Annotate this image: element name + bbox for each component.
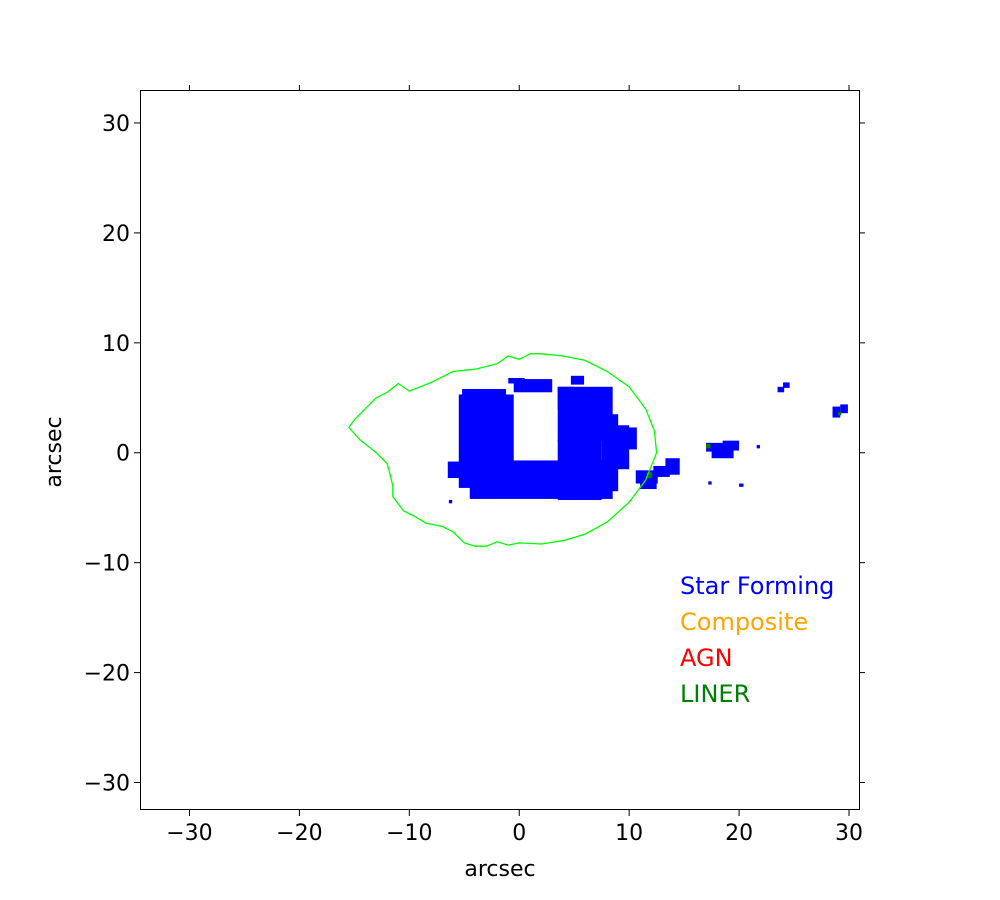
region-pixel-block: [783, 382, 790, 388]
region-pixel-block: [722, 440, 740, 451]
region-pixel-block: [838, 412, 842, 416]
x-tick-label: −10: [386, 821, 432, 846]
x-tick-label: −30: [166, 821, 212, 846]
y-tick-label: 30: [102, 112, 130, 137]
region-pixel-block: [756, 445, 760, 449]
axes-frame: [140, 90, 860, 810]
region-pixel-block: [448, 500, 453, 504]
region-pixel-block: [557, 386, 575, 409]
axis-ticks: −30 −20 −10 0 10 20 30 −30 −20 −10 0 10 20 30: [84, 85, 865, 846]
legend-entry: LINER: [680, 680, 750, 708]
x-tick-label: 10: [615, 821, 643, 846]
region-pixel-block: [840, 404, 848, 414]
y-tick-label: −30: [84, 772, 130, 797]
legend-entry: Star Forming: [680, 572, 834, 600]
region-pixel-block: [447, 461, 461, 479]
plot-area: [348, 353, 848, 547]
y-tick-label: −20: [84, 662, 130, 687]
legend-entry: AGN: [680, 644, 733, 672]
region-pixel-block: [570, 375, 585, 385]
region-pixel-block: [646, 472, 653, 479]
region-pixel-block: [462, 388, 507, 400]
region-pixel-block: [640, 480, 657, 490]
x-tick-label: 20: [725, 821, 753, 846]
region-pixel-block: [706, 443, 711, 449]
region-pixel-block: [653, 465, 670, 477]
y-axis-title: arcsec: [42, 416, 67, 487]
y-tick-label: 10: [102, 332, 130, 357]
region-pixel-block: [557, 439, 602, 501]
region-star-forming: [447, 375, 848, 504]
legend: Star Forming Composite AGN LINER: [680, 572, 834, 708]
region-pixel-block: [623, 427, 637, 450]
region-pixel-block: [708, 481, 712, 485]
region-pixel-block: [739, 483, 744, 487]
region-pixel-block: [508, 378, 525, 384]
region-liner: [646, 412, 842, 479]
y-tick-label: 0: [116, 442, 130, 467]
y-tick-label: −10: [84, 552, 130, 577]
region-pixel-block: [777, 386, 785, 393]
y-tick-label: 20: [102, 222, 130, 247]
galaxy-contour: [348, 353, 658, 547]
region-pixel-block: [832, 406, 841, 418]
x-axis-title: arcsec: [464, 857, 535, 882]
x-tick-label: 0: [512, 821, 526, 846]
region-pixel-block: [665, 458, 680, 475]
x-tick-label: −20: [276, 821, 322, 846]
x-tick-label: 30: [835, 821, 863, 846]
legend-entry: Composite: [680, 608, 808, 636]
